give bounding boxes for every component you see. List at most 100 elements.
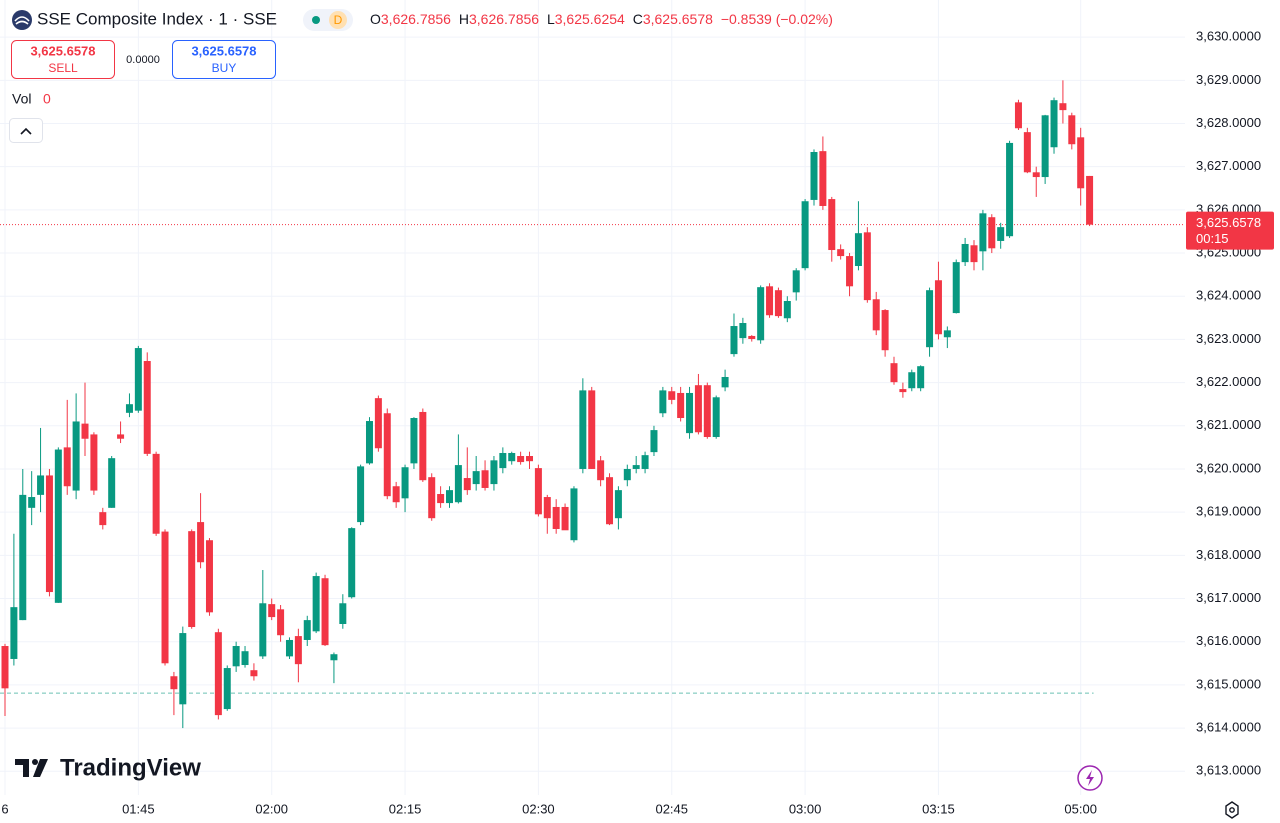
- candle-body: [72, 421, 80, 491]
- ohlc-key: L: [547, 11, 555, 27]
- ohlc-value: 3,625.6578: [643, 11, 713, 27]
- candle-body: [739, 323, 747, 339]
- spread: 0.0000: [126, 54, 160, 66]
- candle-body: [908, 372, 916, 389]
- sell-price: 3,625.6578: [30, 43, 95, 58]
- candle-body: [499, 452, 507, 469]
- candle-body: [1068, 115, 1076, 145]
- candle-body: [490, 460, 498, 485]
- candle-body: [1077, 137, 1085, 189]
- candle-body: [437, 494, 445, 504]
- y-tick-label: 3,615.0000: [1196, 676, 1261, 691]
- countdown: 00:15: [1196, 231, 1229, 246]
- candle-body: [543, 497, 551, 519]
- candle-body: [197, 522, 205, 563]
- candle-body: [899, 389, 907, 393]
- candle-body: [143, 361, 151, 454]
- candle-body: [1050, 100, 1058, 148]
- candle-body: [997, 227, 1005, 241]
- volume-label: Vol: [12, 91, 31, 107]
- settings-button[interactable]: [1225, 801, 1239, 819]
- y-tick-label: 3,627.0000: [1196, 158, 1261, 173]
- candle-body: [801, 201, 809, 269]
- candle-body: [863, 232, 871, 301]
- ohlc-value: 3,626.7856: [469, 11, 539, 27]
- ohlc-value: 3,625.6254: [555, 11, 625, 27]
- volume-value: 0: [43, 91, 51, 107]
- candle-body: [641, 455, 649, 469]
- candle-body: [570, 488, 578, 541]
- y-tick-label: 3,628.0000: [1196, 115, 1261, 130]
- candle-body: [99, 512, 107, 526]
- buy-price: 3,625.6578: [191, 43, 256, 58]
- candle-body: [526, 456, 534, 462]
- candle-body: [846, 256, 854, 287]
- candle-body: [125, 404, 133, 413]
- candle-body: [1014, 102, 1022, 129]
- delay-badge-text: D: [334, 13, 343, 27]
- x-tick-label: 02:30: [522, 801, 555, 816]
- y-tick-label: 3,618.0000: [1196, 547, 1261, 562]
- candle-body: [606, 477, 614, 525]
- candle-body: [650, 430, 658, 453]
- candle-body: [1041, 115, 1049, 178]
- last-price-label: 3,625.6578: [1196, 215, 1261, 230]
- candle-body: [285, 639, 293, 657]
- ohlc-key: H: [459, 11, 469, 27]
- x-tick-label: 03:00: [789, 801, 822, 816]
- collapse-button[interactable]: [9, 118, 43, 143]
- candle-body: [312, 576, 320, 632]
- candle-body: [454, 465, 462, 503]
- candle-body: [632, 465, 640, 469]
- logo: TradingView: [15, 754, 201, 781]
- candle-body: [694, 385, 702, 433]
- candle-body: [703, 385, 711, 438]
- candle-body: [214, 632, 222, 716]
- candle-body: [517, 456, 525, 463]
- candle-body: [374, 398, 382, 449]
- y-tick-label: 3,621.0000: [1196, 417, 1261, 432]
- last-price-tag: [1186, 211, 1274, 250]
- candle-body: [37, 475, 45, 495]
- y-tick-label: 3,613.0000: [1196, 763, 1261, 778]
- settings-icon: [1229, 807, 1235, 813]
- axes: 3,613.0000 3,614.0000 3,615.0000 3,616.0000…: [1, 29, 1274, 816]
- market-status-dot: [312, 16, 320, 24]
- candle-body: [534, 468, 542, 515]
- symbol-title: SSE Composite Index · 1 · SSE: [37, 9, 277, 28]
- y-tick-label: 3,622.0000: [1196, 374, 1261, 389]
- x-tick-label: 6: [1, 801, 8, 816]
- candle-body: [259, 603, 267, 657]
- candle-body: [623, 468, 631, 481]
- candles: [1, 80, 1094, 729]
- candle-body: [917, 366, 925, 389]
- ohlc-key: C: [633, 11, 643, 27]
- candle-body: [410, 418, 418, 464]
- ohlc-key: O: [370, 11, 381, 27]
- y-tick-label: 3,617.0000: [1196, 590, 1261, 605]
- candle-body: [943, 330, 951, 338]
- candle-body: [481, 470, 489, 488]
- candle-body: [792, 270, 800, 293]
- candle-body: [819, 151, 827, 206]
- candle-body: [1059, 103, 1067, 111]
- y-tick-label: 3,620.0000: [1196, 460, 1261, 475]
- candle-body: [250, 670, 258, 677]
- candle-body: [1, 646, 9, 689]
- sell-button[interactable]: [11, 40, 115, 79]
- buy-button[interactable]: [172, 40, 276, 79]
- candle-body: [828, 199, 836, 251]
- candle-body: [339, 603, 347, 624]
- candle-body: [321, 578, 329, 646]
- candle-body: [383, 413, 391, 497]
- candle-body: [161, 531, 169, 664]
- candle-body: [748, 335, 756, 339]
- candle-body: [472, 471, 480, 485]
- candle-body: [579, 390, 587, 469]
- delay-badge: [329, 11, 347, 29]
- candle-body: [1023, 132, 1031, 173]
- candle-body: [170, 676, 178, 690]
- candle-body: [686, 392, 694, 434]
- candle-body: [63, 447, 71, 487]
